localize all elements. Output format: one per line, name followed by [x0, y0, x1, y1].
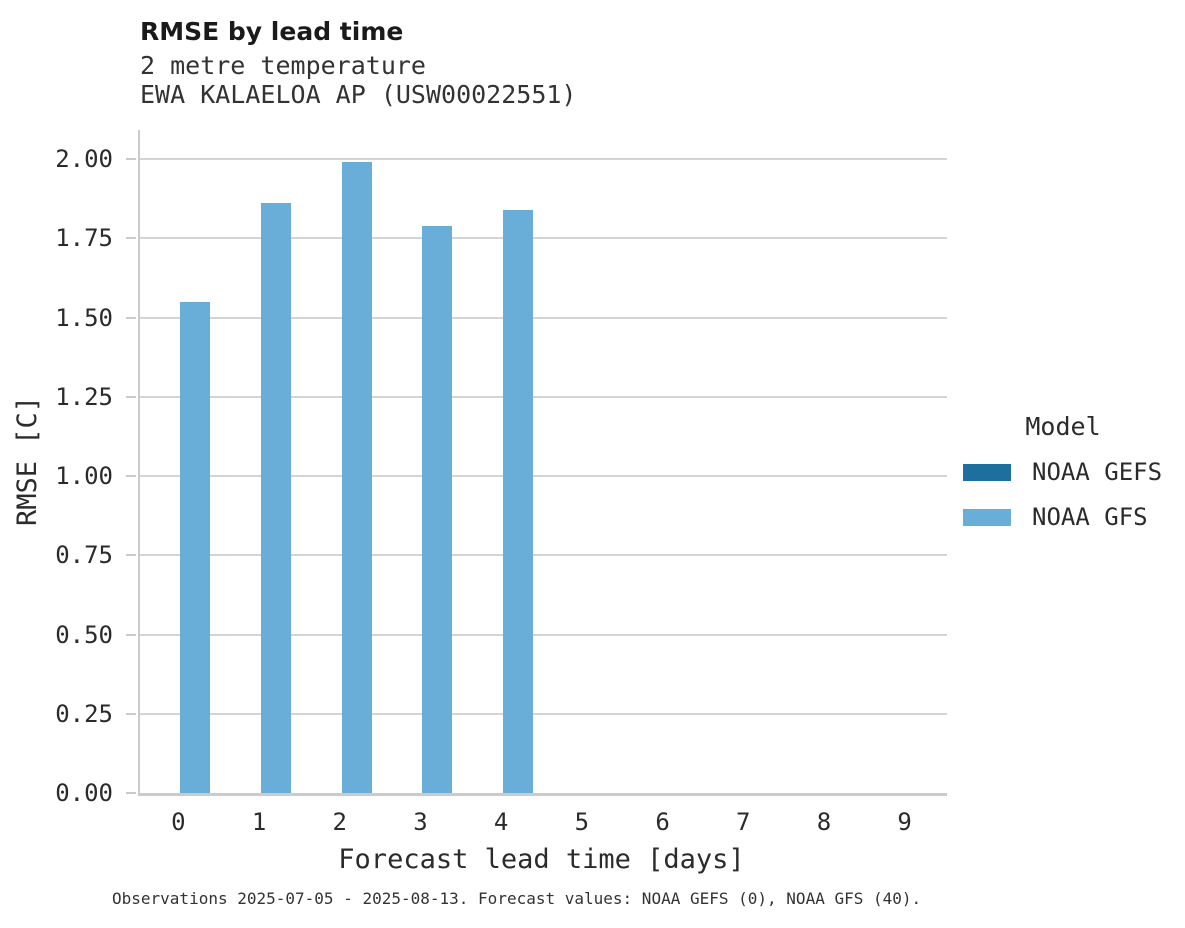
gridline: [140, 316, 947, 319]
x-tick-label: 6: [655, 808, 670, 836]
x-tick-label: 3: [413, 808, 428, 836]
legend-swatch-icon: [963, 508, 1011, 526]
y-tickmark: [126, 237, 136, 240]
y-tickmark: [126, 475, 136, 477]
y-axis-tickmarks: [126, 130, 136, 794]
bar-noaa-gfs-day-1: [261, 203, 292, 793]
y-tick-label: 0.25: [55, 699, 113, 728]
chart-subtitle: 2 metre temperature: [140, 51, 426, 80]
y-tick-label: 1.75: [55, 224, 113, 253]
plot-area: [138, 130, 947, 796]
y-tick-label: 1.50: [55, 303, 113, 332]
y-tickmark: [126, 395, 136, 398]
y-tickmark: [126, 316, 136, 319]
y-tickmark: [126, 792, 136, 794]
gridline: [140, 554, 947, 557]
y-tick-label: 1.00: [55, 462, 113, 490]
y-tickmark: [126, 158, 136, 160]
bar-noaa-gfs-day-0: [180, 301, 211, 793]
x-tick-label: 0: [171, 808, 186, 836]
chart-subtitle-station: EWA KALAELOA AP (USW00022551): [140, 80, 577, 109]
gridline: [140, 633, 947, 636]
chart-title: RMSE by lead time: [140, 17, 404, 46]
x-tick-label: 8: [816, 808, 832, 836]
legend-label: NOAA GEFS: [1032, 458, 1163, 486]
legend-title: Model: [1025, 412, 1101, 441]
y-tick-label: 0.75: [55, 541, 113, 570]
y-tick-label: 0.50: [55, 620, 113, 649]
y-tick-label: 0.00: [55, 779, 113, 807]
y-axis-tick-labels: 0.00 0.25 0.50 0.75 1.00 1.25 1.50 1.75 2.00: [0, 130, 113, 805]
x-axis-tick-labels: 0 1 2 3 4 5 6 7 8 9: [138, 808, 945, 840]
legend: Model NOAA GEFS NOAA GFS: [963, 412, 1173, 531]
gridline: [140, 158, 947, 160]
gridline: [140, 712, 947, 715]
footer-caption: Observations 2025-07-05 - 2025-08-13. Fo…: [112, 889, 922, 908]
gridline: [140, 475, 947, 477]
x-tick-label: 7: [736, 808, 751, 836]
x-tick-label: 2: [332, 808, 347, 836]
bar-noaa-gfs-day-3: [422, 225, 453, 793]
legend-swatch-icon: [963, 463, 1011, 481]
y-tick-label: 1.25: [55, 382, 113, 411]
bar-noaa-gfs-day-2: [341, 162, 372, 793]
bar-noaa-gfs-day-4: [503, 209, 534, 793]
y-tick-label: 2.00: [55, 145, 113, 173]
x-tick-label: 9: [897, 808, 912, 836]
legend-items: NOAA GEFS NOAA GFS: [963, 458, 1173, 531]
y-tickmark: [126, 633, 136, 636]
x-tick-label: 5: [574, 808, 590, 836]
legend-label: NOAA GFS: [1032, 503, 1148, 531]
legend-item: NOAA GFS: [963, 503, 1173, 531]
x-axis-label: Forecast lead time [days]: [338, 844, 745, 875]
x-tick-label: 4: [493, 808, 509, 836]
gridline: [140, 237, 947, 240]
legend-item: NOAA GEFS: [963, 458, 1173, 486]
y-tickmark: [126, 712, 136, 715]
gridline: [140, 395, 947, 398]
y-tickmark: [126, 554, 136, 557]
x-tick-label: 1: [251, 808, 267, 836]
